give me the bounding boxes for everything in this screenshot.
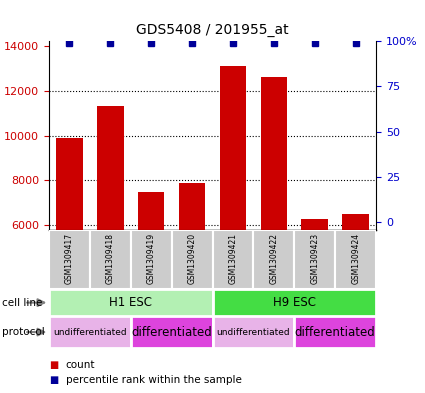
Text: differentiated: differentiated [131, 325, 212, 339]
Bar [294, 230, 335, 289]
Bar [253, 230, 294, 289]
Bar [220, 66, 246, 230]
Text: differentiated: differentiated [295, 325, 376, 339]
Bar [49, 230, 90, 289]
Bar [294, 316, 376, 348]
Text: cell line: cell line [2, 298, 42, 308]
Text: percentile rank within the sample: percentile rank within the sample [66, 375, 242, 386]
Text: GSM1309421: GSM1309421 [229, 233, 238, 284]
Text: ■: ■ [49, 360, 58, 370]
Text: count: count [66, 360, 95, 370]
Text: GSM1309420: GSM1309420 [187, 233, 196, 284]
Bar [172, 230, 212, 289]
Text: protocol: protocol [2, 327, 45, 337]
Text: undifferentiated: undifferentiated [53, 328, 127, 336]
Bar [56, 138, 82, 230]
Title: GDS5408 / 201955_at: GDS5408 / 201955_at [136, 24, 289, 37]
Text: undifferentiated: undifferentiated [217, 328, 290, 336]
Bar [335, 230, 376, 289]
Text: ■: ■ [49, 375, 58, 386]
Bar [131, 316, 212, 348]
Bar [179, 183, 205, 230]
Bar [138, 192, 164, 230]
Bar [343, 214, 369, 230]
Bar [261, 77, 287, 230]
Bar [131, 230, 172, 289]
Bar [301, 219, 328, 230]
Bar [97, 107, 124, 230]
Bar [212, 230, 253, 289]
Bar [212, 289, 376, 316]
Text: H9 ESC: H9 ESC [273, 296, 316, 309]
Bar [90, 230, 131, 289]
Text: H1 ESC: H1 ESC [109, 296, 152, 309]
Bar [212, 316, 294, 348]
Bar [49, 289, 212, 316]
Bar [49, 316, 131, 348]
Text: GSM1309417: GSM1309417 [65, 233, 74, 284]
Text: GSM1309418: GSM1309418 [106, 233, 115, 284]
Text: GSM1309422: GSM1309422 [269, 233, 278, 284]
Text: GSM1309423: GSM1309423 [310, 233, 319, 284]
Text: GSM1309419: GSM1309419 [147, 233, 156, 284]
Text: GSM1309424: GSM1309424 [351, 233, 360, 284]
